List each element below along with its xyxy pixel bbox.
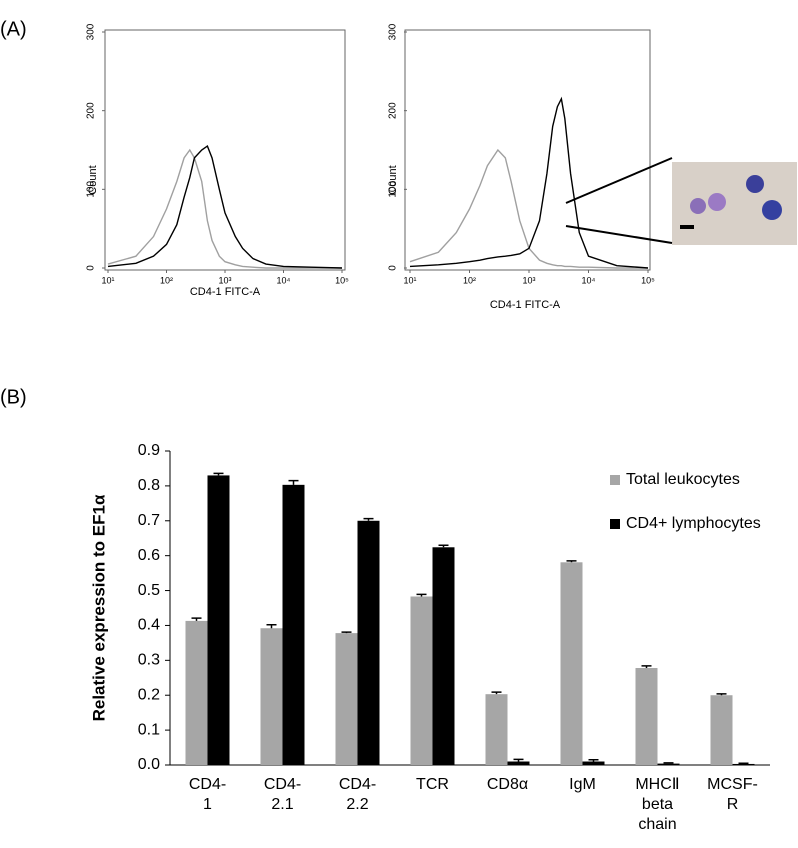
error-bar bbox=[438, 544, 449, 548]
bar bbox=[710, 695, 733, 765]
x-tick-label: 10⁴ bbox=[582, 275, 596, 285]
y-tick-label: 0.5 bbox=[138, 582, 160, 599]
bar bbox=[432, 547, 455, 765]
x-tick-label: 10⁴ bbox=[277, 275, 291, 285]
y-tick-label: 0.4 bbox=[138, 617, 160, 634]
plot-frame bbox=[104, 29, 346, 271]
plot-frame bbox=[404, 29, 651, 271]
x-tick-label: 10³ bbox=[218, 275, 231, 285]
cell bbox=[708, 193, 726, 211]
callout-line bbox=[565, 225, 673, 244]
error-bar bbox=[341, 631, 352, 634]
micrograph-inset bbox=[672, 162, 797, 245]
bar bbox=[410, 596, 433, 765]
x-tick-label: CD4-2.2 bbox=[338, 776, 377, 813]
error-bar bbox=[588, 759, 599, 762]
y-tick-label: 0 bbox=[388, 265, 399, 271]
error-bar bbox=[266, 623, 277, 629]
callout-line bbox=[565, 157, 673, 204]
histogram-line bbox=[409, 148, 648, 269]
y-tick-label: 300 bbox=[388, 23, 399, 40]
bar bbox=[260, 628, 283, 765]
y-tick-label: 100 bbox=[388, 181, 399, 198]
y-tick-label: 0.7 bbox=[138, 512, 160, 529]
cell bbox=[690, 198, 706, 214]
bar bbox=[282, 484, 305, 765]
cell bbox=[762, 200, 782, 220]
error-bar bbox=[288, 479, 299, 485]
y-tick-label: 100 bbox=[86, 181, 97, 198]
error-bar bbox=[716, 693, 727, 696]
histogram-line bbox=[107, 144, 343, 269]
error-bar bbox=[363, 517, 374, 521]
x-tick-label: 10³ bbox=[522, 275, 535, 285]
y-tick-label: 0.1 bbox=[138, 721, 160, 738]
x-axis-label: CD4-1 FITC-A bbox=[490, 299, 561, 311]
bar bbox=[207, 475, 230, 765]
x-tick-label: 10¹ bbox=[101, 275, 114, 285]
legend-swatch bbox=[610, 519, 620, 529]
x-tick-label: 10² bbox=[160, 275, 173, 285]
bar bbox=[582, 761, 605, 765]
x-tick-label: IgM bbox=[569, 776, 596, 793]
y-tick-label: 0.6 bbox=[138, 547, 160, 564]
y-tick-label: 0.2 bbox=[138, 686, 160, 703]
panel-label: (A) bbox=[0, 18, 27, 40]
y-axis-label: Count bbox=[387, 165, 399, 194]
x-tick-label: CD4-1 bbox=[188, 776, 227, 813]
error-bar bbox=[213, 472, 224, 476]
legend-swatch bbox=[610, 475, 620, 485]
error-bar bbox=[566, 560, 577, 563]
y-tick-label: 200 bbox=[388, 102, 399, 119]
error-bar bbox=[663, 762, 674, 764]
bar bbox=[635, 668, 658, 765]
y-axis-label: Count bbox=[87, 165, 99, 194]
error-bar bbox=[641, 665, 652, 669]
x-tick-label: 10⁵ bbox=[335, 275, 349, 285]
x-tick-label: TCR bbox=[416, 776, 449, 793]
y-tick-label: 0.0 bbox=[138, 756, 160, 773]
error-bar bbox=[416, 593, 427, 597]
error-bar bbox=[191, 617, 202, 621]
x-tick-label: CD8α bbox=[486, 776, 529, 793]
scale-bar bbox=[680, 225, 694, 229]
histogram-line bbox=[107, 148, 342, 269]
y-tick-label: 300 bbox=[86, 23, 97, 40]
x-tick-label: 10¹ bbox=[403, 275, 416, 285]
bar bbox=[560, 562, 583, 765]
legend-label: CD4+ lymphocytes bbox=[626, 515, 761, 532]
bar bbox=[507, 761, 530, 765]
y-tick-label: 0 bbox=[86, 265, 97, 271]
error-bar bbox=[513, 758, 524, 762]
x-tick-label: MHCⅡ beta chain bbox=[635, 776, 680, 833]
x-tick-label: 10² bbox=[463, 275, 476, 285]
bar bbox=[732, 763, 755, 765]
x-axis-label: CD4-1 FITC-A bbox=[190, 286, 261, 298]
y-tick-label: 0.8 bbox=[138, 477, 160, 494]
bar bbox=[657, 763, 680, 765]
y-axis-label: Relative expression to EF1α bbox=[89, 494, 108, 721]
cell bbox=[746, 175, 764, 193]
panel-label: (B) bbox=[0, 386, 27, 408]
error-bar bbox=[491, 691, 502, 695]
histogram-line bbox=[409, 96, 649, 269]
bar bbox=[485, 694, 508, 765]
x-tick-label: MCSF-R bbox=[707, 776, 758, 813]
bar bbox=[185, 620, 208, 765]
bar bbox=[335, 633, 358, 765]
bar bbox=[357, 520, 380, 765]
y-tick-label: 200 bbox=[86, 102, 97, 119]
y-tick-label: 0.9 bbox=[138, 442, 160, 459]
x-tick-label: CD4-2.1 bbox=[263, 776, 302, 813]
x-tick-label: 10⁵ bbox=[641, 275, 655, 285]
legend-label: Total leukocytes bbox=[626, 471, 740, 488]
error-bar bbox=[738, 762, 749, 765]
y-tick-label: 0.3 bbox=[138, 652, 160, 669]
